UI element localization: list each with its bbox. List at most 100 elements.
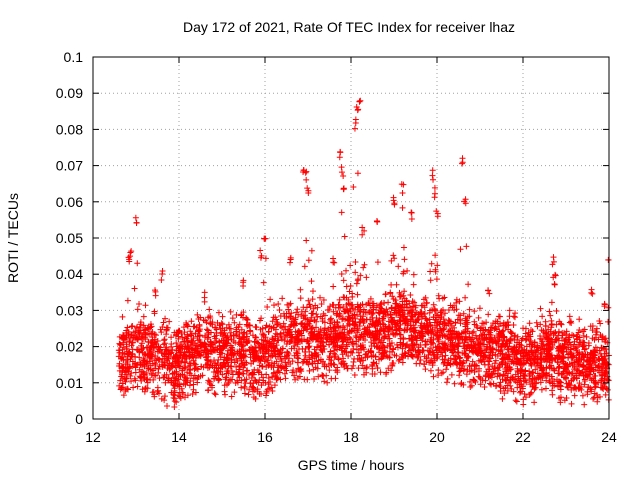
data-point (306, 367, 313, 374)
data-point (551, 330, 558, 337)
data-point (491, 360, 498, 367)
data-point (602, 368, 609, 375)
data-point (344, 329, 351, 336)
data-point (493, 326, 500, 333)
data-point (352, 306, 359, 313)
data-point (225, 380, 232, 387)
data-point (168, 341, 175, 348)
data-point (457, 246, 464, 253)
data-point (225, 321, 232, 328)
data-point (305, 297, 312, 304)
data-point (164, 357, 171, 364)
data-point (550, 254, 557, 261)
data-point (202, 332, 209, 339)
data-point (274, 369, 281, 376)
data-point (258, 252, 265, 259)
data-point (124, 324, 131, 331)
data-point (207, 313, 214, 320)
data-point (152, 292, 159, 299)
data-point (267, 378, 274, 385)
data-point (161, 393, 168, 400)
data-point (444, 362, 451, 369)
data-point (498, 359, 505, 366)
data-point (241, 390, 248, 397)
data-point (231, 389, 238, 396)
data-point (532, 366, 539, 373)
data-point (138, 346, 145, 353)
data-point (279, 345, 286, 352)
data-point (506, 353, 513, 360)
data-point (453, 296, 460, 303)
data-point (298, 308, 305, 315)
data-point (405, 349, 412, 356)
data-point (568, 386, 575, 393)
data-point (549, 382, 556, 389)
data-point (398, 353, 405, 360)
data-point (194, 347, 201, 354)
data-point (262, 255, 269, 262)
data-point (124, 297, 131, 304)
data-point (557, 399, 564, 406)
y-axis-label: ROTI / TECUs (5, 193, 21, 283)
data-point (170, 394, 177, 401)
data-point (355, 327, 362, 334)
data-point (338, 209, 345, 216)
data-point (581, 326, 588, 333)
data-point (476, 341, 483, 348)
data-point (345, 296, 352, 303)
data-point (190, 381, 197, 388)
data-point (359, 224, 366, 231)
data-point (513, 358, 520, 365)
data-point (308, 314, 315, 321)
data-point (399, 309, 406, 316)
data-point (219, 321, 226, 328)
data-point (312, 302, 319, 309)
data-point (436, 344, 443, 351)
data-point (138, 334, 145, 341)
data-point (499, 356, 506, 363)
data-point (511, 354, 518, 361)
data-point (423, 323, 430, 330)
data-point (543, 364, 550, 371)
data-point (357, 318, 364, 325)
data-point (579, 343, 586, 350)
data-point (442, 352, 449, 359)
data-point (388, 281, 395, 288)
data-point (366, 324, 373, 331)
data-point (354, 325, 361, 332)
data-point (418, 302, 425, 309)
data-point (198, 363, 205, 370)
data-point (188, 337, 195, 344)
data-point (352, 259, 359, 266)
data-point (407, 347, 414, 354)
data-point (335, 313, 342, 320)
data-point (408, 332, 415, 339)
data-point (132, 353, 139, 360)
data-point (502, 351, 509, 358)
data-point (221, 382, 228, 389)
data-point (328, 315, 335, 322)
data-point (344, 322, 351, 329)
data-point (395, 357, 402, 364)
data-point (217, 346, 224, 353)
data-point (269, 318, 276, 325)
data-point (128, 323, 135, 330)
data-point (166, 318, 173, 325)
data-point (282, 355, 289, 362)
data-point (161, 373, 168, 380)
data-point (222, 376, 229, 383)
data-point (565, 336, 572, 343)
data-point (161, 362, 168, 369)
data-point (521, 378, 528, 385)
data-point (212, 324, 219, 331)
data-point (534, 347, 541, 354)
data-point (462, 326, 469, 333)
data-point (352, 269, 359, 276)
data-point (116, 362, 123, 369)
data-point (137, 374, 144, 381)
data-point (388, 257, 395, 264)
data-point (387, 289, 394, 296)
data-point (179, 365, 186, 372)
data-point (485, 311, 492, 318)
data-point (379, 315, 386, 322)
